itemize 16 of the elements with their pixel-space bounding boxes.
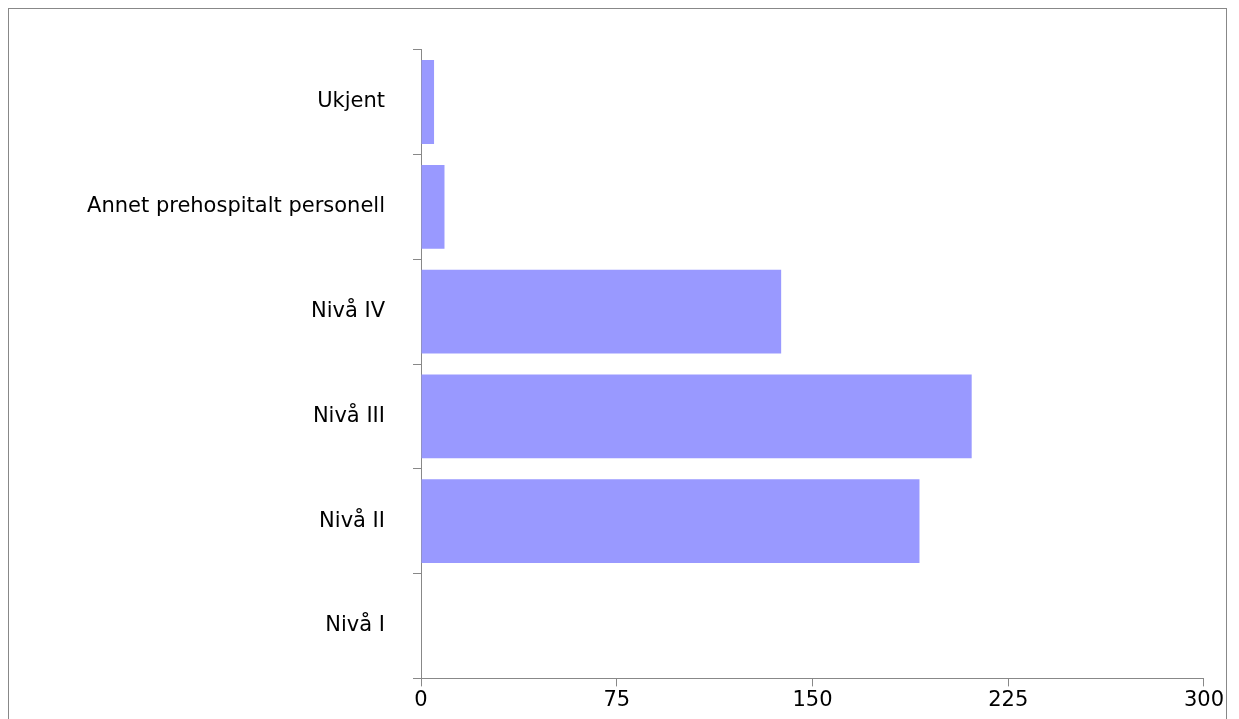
bar xyxy=(421,479,920,564)
y-tick-label: Nivå I xyxy=(325,611,385,637)
x-tick-label: 0 xyxy=(414,687,428,712)
x-tick-label: 300 xyxy=(1183,687,1225,712)
y-tick-label: Annet prehospitalt personell xyxy=(87,193,385,218)
bar xyxy=(421,164,445,249)
x-tick-label: 75 xyxy=(603,687,631,712)
y-tick-label: Nivå IV xyxy=(310,297,386,323)
x-tick-label: 150 xyxy=(792,687,833,712)
bar xyxy=(421,60,435,144)
bar xyxy=(421,269,782,354)
y-tick-label: Nivå II xyxy=(319,506,385,532)
bar xyxy=(421,374,972,459)
x-tick-label: 225 xyxy=(988,687,1029,712)
y-tick-label: Nivå III xyxy=(312,401,385,427)
y-tick-label: Ukjent xyxy=(317,88,385,113)
